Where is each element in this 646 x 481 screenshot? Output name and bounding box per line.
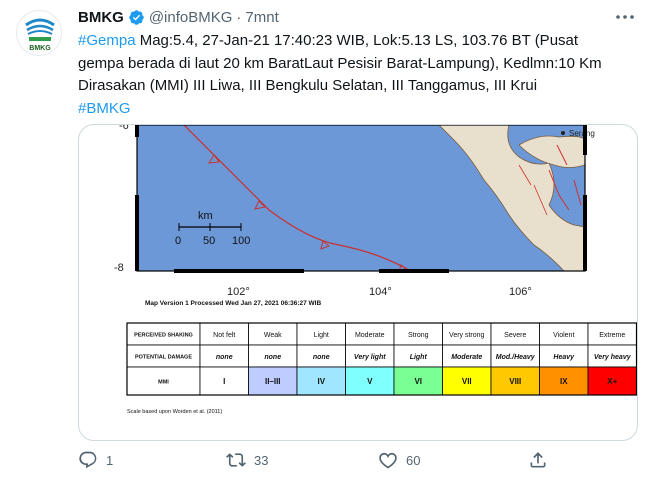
scale-tick-100: 100 bbox=[232, 235, 250, 247]
legend-mmi-value: X+ bbox=[607, 377, 617, 386]
legend-damage-value: Moderate bbox=[451, 354, 482, 361]
legend-shaking-value: Weak bbox=[264, 332, 282, 339]
tweet-header: BMKG @infoBMKG · 7mnt bbox=[78, 6, 279, 28]
tweet-time[interactable]: 7mnt bbox=[245, 8, 279, 26]
map-version-text: Map Version 1 Processed Wed Jan 27, 2021… bbox=[145, 300, 321, 307]
legend-shaking-value: Strong bbox=[408, 332, 429, 339]
avatar-text: BMKG bbox=[29, 45, 51, 52]
legend-shaking-value: Severe bbox=[504, 332, 526, 339]
intensity-legend: PERCEIVED SHAKING Not felt Weak Light Modera… bbox=[126, 322, 637, 396]
tweet-text: #Gempa Mag:5.4, 27-Jan-21 17:40:23 WIB, … bbox=[78, 30, 623, 120]
city-label: Serang bbox=[569, 129, 595, 138]
scale-tick-0: 0 bbox=[175, 235, 181, 247]
legend-cell-mmi bbox=[345, 366, 395, 396]
legend-shaking-value: Light bbox=[314, 332, 329, 339]
like-button[interactable]: 60 bbox=[378, 450, 420, 470]
trench-line bbox=[183, 125, 410, 271]
legend-cell-mmi bbox=[296, 366, 346, 396]
lat-label-top: -6 bbox=[119, 125, 129, 132]
share-icon bbox=[530, 452, 546, 468]
hashtag-bmkg[interactable]: #BMKG bbox=[78, 99, 131, 117]
legend-shaking-value: Very strong bbox=[449, 332, 485, 339]
legend-damage-value: Very heavy bbox=[594, 354, 632, 361]
retweet-count: 33 bbox=[254, 452, 269, 468]
lon-label-102: 102° bbox=[227, 286, 250, 298]
legend-shaking-value: Extreme bbox=[599, 332, 625, 339]
legend-damage-value: none bbox=[216, 354, 233, 361]
avatar[interactable]: BMKG bbox=[16, 10, 62, 56]
legend-mmi-value: I bbox=[223, 377, 225, 386]
reply-count: 1 bbox=[106, 452, 114, 468]
legend-damage-value: Light bbox=[410, 354, 428, 361]
legend-row-label-damage: POTENTIAL DAMAGE bbox=[135, 355, 192, 361]
scale-tick-50: 50 bbox=[203, 235, 215, 247]
like-count: 60 bbox=[406, 452, 421, 468]
scale-title: km bbox=[198, 210, 213, 222]
author-handle[interactable]: @infoBMKG bbox=[148, 8, 233, 26]
legend-mmi-value: VIII bbox=[509, 377, 521, 386]
legend-mmi-value: VI bbox=[414, 377, 422, 386]
legend-mmi-value: II–III bbox=[265, 377, 281, 386]
legend-cell-mmi bbox=[393, 366, 443, 396]
shakemap: Serang -6 -8 102° 104° 106° km 0 50 100 bbox=[114, 125, 637, 415]
retweet-icon bbox=[226, 453, 246, 467]
legend-cell-mmi bbox=[199, 366, 249, 396]
lon-label-106: 106° bbox=[509, 286, 532, 298]
legend-cell-mmi bbox=[442, 366, 492, 396]
tweet-image[interactable]: Serang -6 -8 102° 104° 106° km 0 50 100 bbox=[78, 124, 638, 441]
legend-damage-value: Very light bbox=[354, 354, 386, 361]
more-options-icon[interactable] bbox=[614, 8, 636, 26]
legend-shaking-value: Moderate bbox=[355, 332, 385, 339]
legend-mmi-value: V bbox=[367, 377, 373, 386]
scale-footnote: Scale based upon Worden et al. (2011) bbox=[127, 409, 222, 415]
retweet-button[interactable]: 33 bbox=[226, 450, 268, 470]
legend-cell-mmi bbox=[490, 366, 540, 396]
legend-damage-value: none bbox=[264, 354, 281, 361]
share-button[interactable] bbox=[528, 450, 548, 470]
author-name[interactable]: BMKG bbox=[78, 8, 124, 26]
legend-shaking-value: Violent bbox=[553, 332, 574, 339]
hashtag-gempa[interactable]: #Gempa bbox=[78, 32, 136, 49]
legend-damage-value: none bbox=[313, 354, 330, 361]
legend-mmi-value: IV bbox=[317, 377, 325, 386]
tweet-actions: 1 33 60 bbox=[78, 450, 548, 474]
tweet-body: Mag:5.4, 27-Jan-21 17:40:23 WIB, Lok:5.1… bbox=[78, 32, 602, 94]
legend-shaking-value: Not felt bbox=[213, 332, 235, 339]
legend-mmi-value: VII bbox=[462, 377, 472, 386]
legend-row-label-mmi: MMI bbox=[158, 380, 169, 386]
separator-dot: · bbox=[236, 8, 242, 26]
legend-row-label-shaking: PERCEIVED SHAKING bbox=[134, 333, 193, 339]
verified-badge-icon bbox=[128, 9, 145, 26]
reply-icon bbox=[79, 451, 97, 469]
lon-label-104: 104° bbox=[369, 286, 392, 298]
legend-cell-mmi bbox=[539, 366, 589, 396]
reply-button[interactable]: 1 bbox=[78, 450, 113, 470]
city-dot bbox=[561, 131, 565, 135]
bmkg-logo-icon: BMKG bbox=[18, 12, 61, 55]
legend-mmi-value: IX bbox=[560, 377, 568, 386]
lat-label-bottom: -8 bbox=[114, 262, 124, 274]
legend-damage-value: Mod./Heavy bbox=[496, 354, 536, 361]
legend-damage-value: Heavy bbox=[553, 354, 575, 361]
like-icon bbox=[379, 452, 397, 469]
